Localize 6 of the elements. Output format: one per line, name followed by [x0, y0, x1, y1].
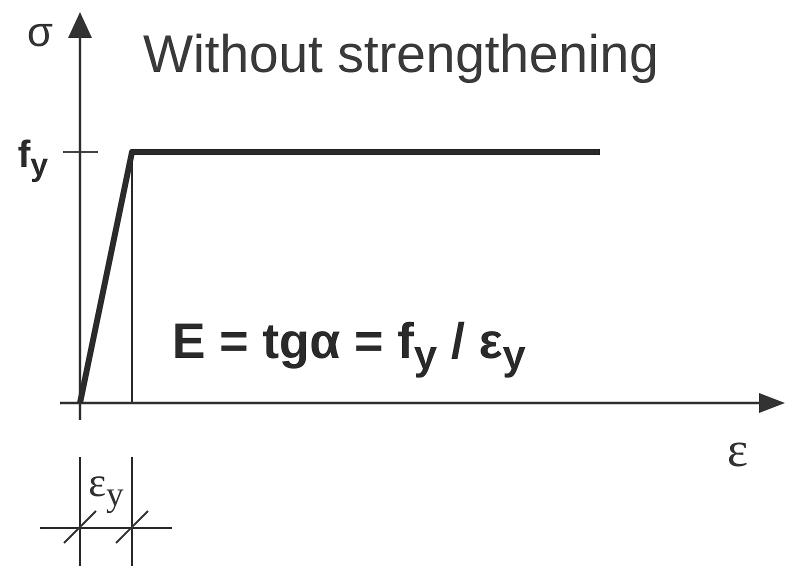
annotation: E = tgα = f$_{y}$ / ε$_{y}$: [172, 312, 526, 379]
x-axis-title: ε: [727, 420, 748, 478]
ref-line-label: f$_{y}$: [18, 134, 48, 184]
chart-title: Without strengthening: [143, 24, 659, 85]
y-axis-title: σ: [27, 8, 53, 56]
text: ε$_{y}$: [88, 459, 124, 514]
